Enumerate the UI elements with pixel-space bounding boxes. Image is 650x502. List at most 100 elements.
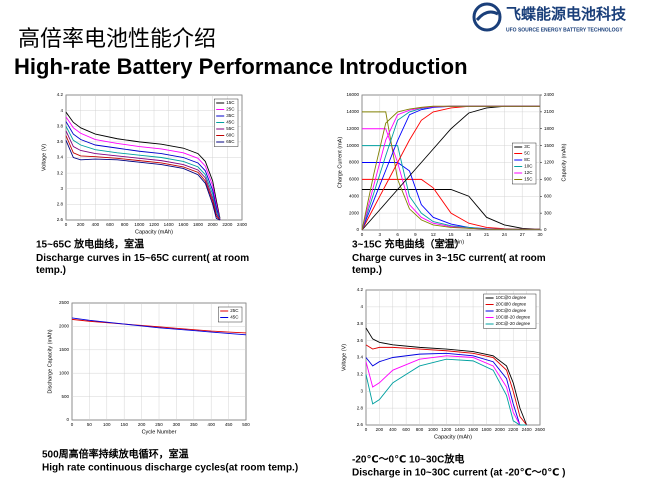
series-line <box>65 126 221 221</box>
x-tick-label: 500 <box>242 422 250 427</box>
logo-en: UFO SOURCE ENERGY BATTERY TECHNOLOGY <box>506 27 623 33</box>
x-tick-label: 1400 <box>164 222 175 227</box>
caption-cn: -20℃～0℃ 10~30C放电 <box>352 453 464 466</box>
y-tick-label: 10000 <box>346 143 359 148</box>
caption-en-line: Discharge curves in 15~65C current( at r… <box>36 253 249 264</box>
legend-label: 45C <box>226 120 235 125</box>
caption-en: Discharge curves in 15~65C current( at r… <box>36 253 249 276</box>
legend-label: 25C <box>226 107 235 112</box>
x-tick-label: 150 <box>120 422 128 427</box>
y-tick-label: 2.8 <box>57 202 64 207</box>
legend-label: 3C <box>524 144 531 149</box>
y-tick-label: 4 <box>360 304 363 309</box>
y-axis-label: Voltage (V) <box>41 144 47 171</box>
y-tick-label: 2.8 <box>357 405 364 410</box>
title-cn: 高倍率电池性能介绍 <box>18 27 216 52</box>
y-tick-label: 6000 <box>349 177 360 182</box>
y-tick-label: 3.8 <box>57 123 64 128</box>
legend-box <box>213 98 239 147</box>
x-tick-label: 2000 <box>208 222 219 227</box>
y2-tick-label: 2100 <box>544 109 555 114</box>
x-tick-label: 18 <box>466 232 472 237</box>
x-axis-label: Time (min) <box>438 239 464 245</box>
x-tick-label: 2400 <box>237 222 248 227</box>
series-line <box>362 189 541 230</box>
series-line <box>365 358 527 426</box>
series-line <box>71 318 247 334</box>
legend-label: 12C <box>524 170 533 175</box>
y-tick-label: 16000 <box>346 92 359 97</box>
series-line <box>65 135 221 221</box>
x-tick-label: 300 <box>173 422 181 427</box>
y-tick-label: 2500 <box>59 300 70 305</box>
legend-label: 15C <box>524 177 533 182</box>
x-axis-label: Cycle Number <box>142 429 177 435</box>
y-tick-label: 12000 <box>346 126 359 131</box>
x-tick-label: 2400 <box>522 427 533 432</box>
y-tick-label: 2000 <box>59 324 70 329</box>
logo <box>472 2 502 32</box>
y-tick-label: 1000 <box>59 370 70 375</box>
y2-tick-label: 2400 <box>544 92 555 97</box>
y2-tick-label: 300 <box>544 210 552 215</box>
y-axis-label: Discharge Capacity (mAh) <box>47 329 53 393</box>
logo-ring <box>472 2 502 32</box>
caption-cn: 15~65C 放电曲线，室温 <box>36 238 144 251</box>
y-tick-label: 3.2 <box>57 170 64 175</box>
y-tick-label: 3.8 <box>357 321 364 326</box>
y-tick-label: 8000 <box>349 160 360 165</box>
x-tick-label: 350 <box>190 422 198 427</box>
y-tick-label: 2.6 <box>57 217 64 222</box>
y-tick-label: 14000 <box>346 109 359 114</box>
legend-label: 15C <box>226 100 235 105</box>
series-line <box>361 105 540 231</box>
caption-en-line: temp.) <box>36 265 66 276</box>
x-tick-label: 0 <box>71 422 74 427</box>
x-tick-label: 1800 <box>193 222 204 227</box>
x-tick-label: 27 <box>520 232 526 237</box>
y-tick-label: 2000 <box>349 210 360 215</box>
y2-tick-label: 1500 <box>544 143 555 148</box>
caption-cn: 3~15C 充电曲线（室温） <box>352 238 465 251</box>
legend-label: 35C <box>226 113 235 118</box>
y2-axis-label: Capacity (mAh) <box>561 143 567 181</box>
legend-label: 20C@0 degree <box>496 302 527 307</box>
legend-label: 55C <box>226 126 235 131</box>
y-tick-label: 500 <box>61 394 69 399</box>
x-tick-label: 1000 <box>134 222 145 227</box>
y2-tick-label: 1200 <box>544 160 555 165</box>
legend-label: 10C@0 degree <box>496 295 527 300</box>
series-line <box>65 140 221 221</box>
caption-en: Discharge in 10~30C current (at -20℃～0℃ … <box>352 468 565 479</box>
series-line <box>365 352 527 426</box>
legend-label: 10C@-20 degree <box>496 315 531 320</box>
series-line <box>362 111 540 230</box>
y-tick-label: 0 <box>356 227 359 232</box>
x-tick-label: 12 <box>431 232 437 237</box>
y-tick-label: 3.6 <box>357 338 364 343</box>
legend-label: 8C <box>524 157 531 162</box>
legend-label: 30C@0 degree <box>496 308 527 313</box>
y-tick-label: 2.6 <box>357 422 364 427</box>
x-tick-label: 50 <box>87 422 93 427</box>
title-en: High-rate Battery Performance Introducti… <box>14 54 468 79</box>
legend-label: 45C <box>230 315 239 320</box>
legend-label: 25C <box>230 308 239 313</box>
x-tick-label: 21 <box>484 232 490 237</box>
x-tick-label: 200 <box>376 427 384 432</box>
y2-tick-label: 600 <box>544 193 552 198</box>
y-tick-label: 1500 <box>59 347 70 352</box>
y-tick-label: 4000 <box>349 193 360 198</box>
x-tick-label: 1200 <box>149 222 160 227</box>
series-line <box>365 355 527 426</box>
series-line <box>65 111 221 219</box>
caption-en: High rate continuous discharge cycles(at… <box>42 463 298 474</box>
x-tick-label: 30 <box>537 232 543 237</box>
series-line <box>71 317 247 336</box>
y-tick-label: 3 <box>60 186 63 191</box>
y-tick-label: 3.2 <box>357 372 364 377</box>
y-tick-label: 4.2 <box>357 287 364 292</box>
legend-label: 60C <box>226 133 235 138</box>
caption-cn: 500周高倍率持续放电循环，室温 <box>42 448 189 461</box>
